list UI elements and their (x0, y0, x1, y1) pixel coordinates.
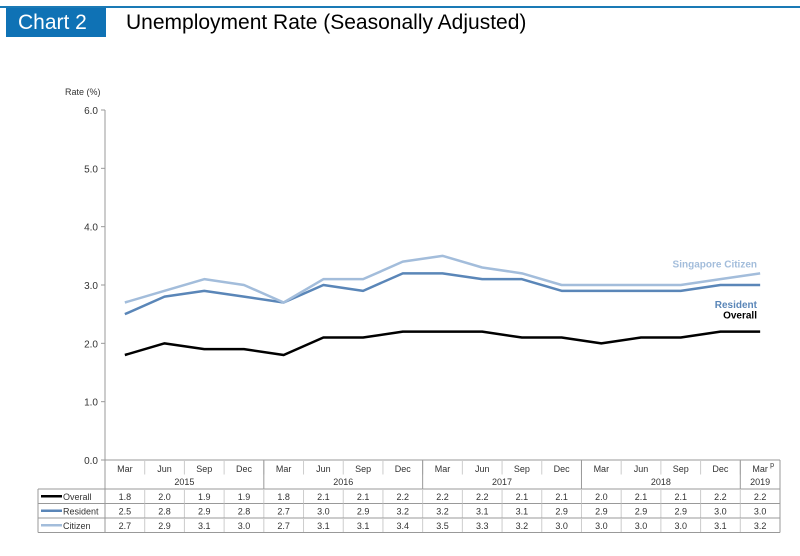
series-line-citizen (124, 254, 761, 304)
y-tick-label: 2.0 (84, 339, 98, 350)
x-tick-label: Sep (355, 464, 371, 474)
year-label: 2019 (750, 477, 770, 487)
year-label: 2018 (651, 477, 671, 487)
y-tick-label: 0.0 (84, 456, 98, 467)
table-cell: 2.5 (119, 507, 132, 517)
table-cell: 2.9 (158, 521, 171, 531)
table-cell: 1.8 (277, 492, 290, 502)
x-tick-label: Mar (276, 464, 292, 474)
table-cell: 2.2 (476, 492, 489, 502)
table-cell: 3.4 (397, 521, 410, 531)
legend-label: Resident (63, 507, 99, 517)
series-line-overall (124, 330, 761, 357)
table-cell: 3.2 (397, 507, 410, 517)
series-end-label: Overall (723, 311, 757, 322)
table-cell: 1.9 (198, 492, 211, 502)
table-cell: 2.2 (714, 492, 727, 502)
table-cell: 2.7 (277, 521, 290, 531)
table-cell: 3.0 (714, 507, 727, 517)
table-cell: 3.0 (674, 521, 687, 531)
x-tick-label: Dec (236, 464, 253, 474)
year-label: 2017 (492, 477, 512, 487)
x-tick-label: Dec (395, 464, 412, 474)
table-cell: 3.2 (754, 521, 767, 531)
table-cell: 2.7 (277, 507, 290, 517)
x-tick-label: Jun (634, 464, 649, 474)
table-cell: 2.9 (555, 507, 568, 517)
table-cell: 2.9 (198, 507, 211, 517)
table-cell: 3.1 (198, 521, 211, 531)
table-cell: 2.8 (238, 507, 251, 517)
x-tick-label: Sep (196, 464, 212, 474)
table-cell: 2.1 (317, 492, 330, 502)
table-cell: 2.2 (397, 492, 410, 502)
y-tick-label: 3.0 (84, 281, 98, 292)
table-cell: 3.0 (317, 507, 330, 517)
table-cell: 3.0 (595, 521, 608, 531)
table-cell: 3.1 (357, 521, 370, 531)
x-tick-label: Dec (554, 464, 571, 474)
table-cell: 3.0 (238, 521, 251, 531)
x-tick-label: Jun (475, 464, 490, 474)
table-cell: 1.8 (119, 492, 132, 502)
table-cell: 2.9 (674, 507, 687, 517)
x-tick-label: Sep (514, 464, 530, 474)
year-label: 2016 (333, 477, 353, 487)
table-cell: 2.1 (555, 492, 568, 502)
table-cell: 2.0 (158, 492, 171, 502)
table-cell: 2.9 (635, 507, 648, 517)
table-cell: 3.1 (714, 521, 727, 531)
table-cell: 2.1 (674, 492, 687, 502)
header-rule (0, 6, 800, 8)
x-tick-label: Sep (673, 464, 689, 474)
table-cell: 2.2 (754, 492, 767, 502)
x-tick-label: Mar (117, 464, 133, 474)
table-cell: 2.9 (357, 507, 370, 517)
table-cell: 3.5 (436, 521, 449, 531)
table-cell: 3.0 (754, 507, 767, 517)
x-tick-label: Dec (712, 464, 729, 474)
y-tick-label: 1.0 (84, 398, 98, 409)
x-tick-label: Jun (316, 464, 331, 474)
x-tick-label: Mar (752, 464, 768, 474)
series-end-label: Singapore Citizen (673, 259, 757, 270)
x-tick-label: Jun (157, 464, 172, 474)
table-cell: 3.0 (635, 521, 648, 531)
y-tick-label: 6.0 (84, 106, 98, 117)
x-tick-label: Mar (594, 464, 610, 474)
series-line-resident (124, 272, 761, 316)
legend-label: Overall (63, 492, 92, 502)
table-cell: 3.0 (555, 521, 568, 531)
table-cell: 3.3 (476, 521, 489, 531)
table-cell: 2.1 (357, 492, 370, 502)
table-cell: 3.1 (516, 507, 529, 517)
chart-number-badge: Chart 2 (6, 8, 106, 37)
legend-label: Citizen (63, 521, 91, 531)
table-cell: 2.7 (119, 521, 132, 531)
y-axis-label: Rate (%) (65, 87, 101, 97)
table-cell: 2.1 (516, 492, 529, 502)
table-cell: 2.9 (595, 507, 608, 517)
table-cell: 1.9 (238, 492, 251, 502)
table-cell: 2.2 (436, 492, 449, 502)
y-tick-label: 5.0 (84, 164, 98, 175)
table-cell: 2.0 (595, 492, 608, 502)
superscript-p: p (770, 462, 774, 469)
table-cell: 3.1 (317, 521, 330, 531)
table-cell: 3.2 (436, 507, 449, 517)
table-cell: 2.8 (158, 507, 171, 517)
x-tick-label: Mar (435, 464, 451, 474)
year-label: 2015 (174, 477, 194, 487)
table-cell: 3.1 (476, 507, 489, 517)
table-cell: 2.1 (635, 492, 648, 502)
chart-title: Unemployment Rate (Seasonally Adjusted) (126, 11, 527, 34)
series-end-label: Resident (715, 300, 758, 311)
y-tick-label: 4.0 (84, 223, 98, 234)
table-cell: 3.2 (516, 521, 529, 531)
